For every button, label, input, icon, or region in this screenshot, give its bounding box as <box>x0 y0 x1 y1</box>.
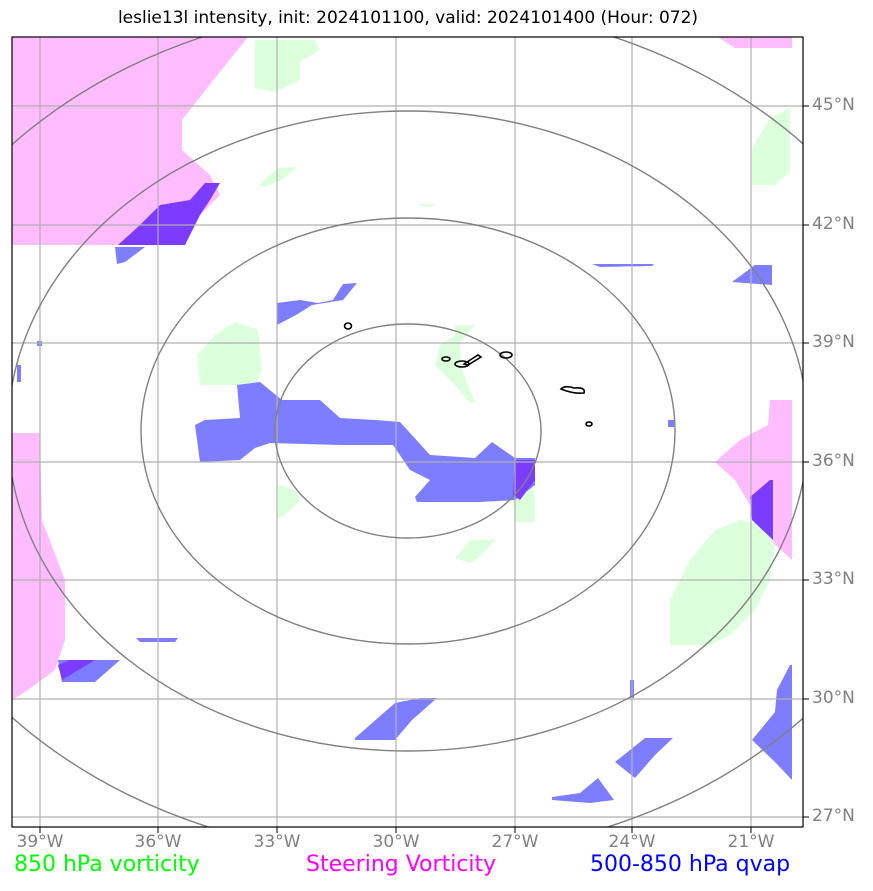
magenta-area-w <box>12 433 65 700</box>
blue-area-5 <box>136 638 178 642</box>
lon-label-33w: 33°W <box>253 832 301 852</box>
steering-vorticity-areas <box>12 37 792 700</box>
lon-label-21w: 21°W <box>727 832 775 852</box>
lat-label-36n: 36°N <box>812 451 855 471</box>
blue-area-4 <box>592 264 654 267</box>
green-area-1 <box>255 40 320 92</box>
green-area-8 <box>455 540 495 563</box>
blue-area-2 <box>115 247 145 264</box>
purple-area-nw <box>118 183 220 245</box>
magenta-area-nw <box>12 37 248 245</box>
green-area-3 <box>415 204 435 207</box>
range-ring-2 <box>140 217 676 645</box>
purple-area-e <box>750 480 773 540</box>
qvap-areas <box>17 247 792 803</box>
blue-area-10 <box>752 665 792 780</box>
range-rings <box>12 37 803 827</box>
blue-area-1 <box>277 283 357 325</box>
intensity-contours <box>343 322 593 427</box>
green-area-9 <box>752 108 790 185</box>
legend-steering-vorticity: Steering Vorticity <box>306 852 497 877</box>
blue-main-band <box>195 382 535 502</box>
lon-label-39w: 39°W <box>16 832 64 852</box>
blue-area-3 <box>732 265 772 285</box>
green-area-10 <box>670 520 775 645</box>
blue-area-8 <box>615 738 673 778</box>
overlap-areas <box>58 183 773 680</box>
range-ring-3 <box>12 110 803 752</box>
graticule <box>12 37 803 827</box>
lat-label-42n: 42°N <box>812 214 855 234</box>
blue-area-9 <box>552 778 614 803</box>
lat-label-30n: 30°N <box>812 688 855 708</box>
legend-qvap: 500-850 hPa qvap <box>590 852 791 877</box>
legend-850hpa-vorticity: 850 hPa vorticity <box>14 852 200 877</box>
range-ring-1 <box>274 323 542 539</box>
lon-label-36w: 36°W <box>134 832 182 852</box>
map-frame <box>11 36 804 828</box>
blue-area-12 <box>17 365 21 382</box>
map-title: leslie13l intensity, init: 2024101100, v… <box>117 8 699 28</box>
lon-label-24w: 24°W <box>608 832 656 852</box>
lat-label-33n: 33°N <box>812 569 855 589</box>
tick-marks <box>39 105 809 833</box>
magenta-area-ne <box>718 37 792 48</box>
lat-label-27n: 27°N <box>812 806 855 826</box>
green-area-6 <box>278 485 300 518</box>
purple-area-sw <box>58 660 95 680</box>
lon-label-27w: 27°W <box>491 832 539 852</box>
lat-label-45n: 45°N <box>812 95 855 115</box>
green-area-4 <box>197 322 262 385</box>
blue-area-13 <box>668 420 674 427</box>
lat-label-39n: 39°N <box>812 332 855 352</box>
lon-label-30w: 30°W <box>372 832 420 852</box>
